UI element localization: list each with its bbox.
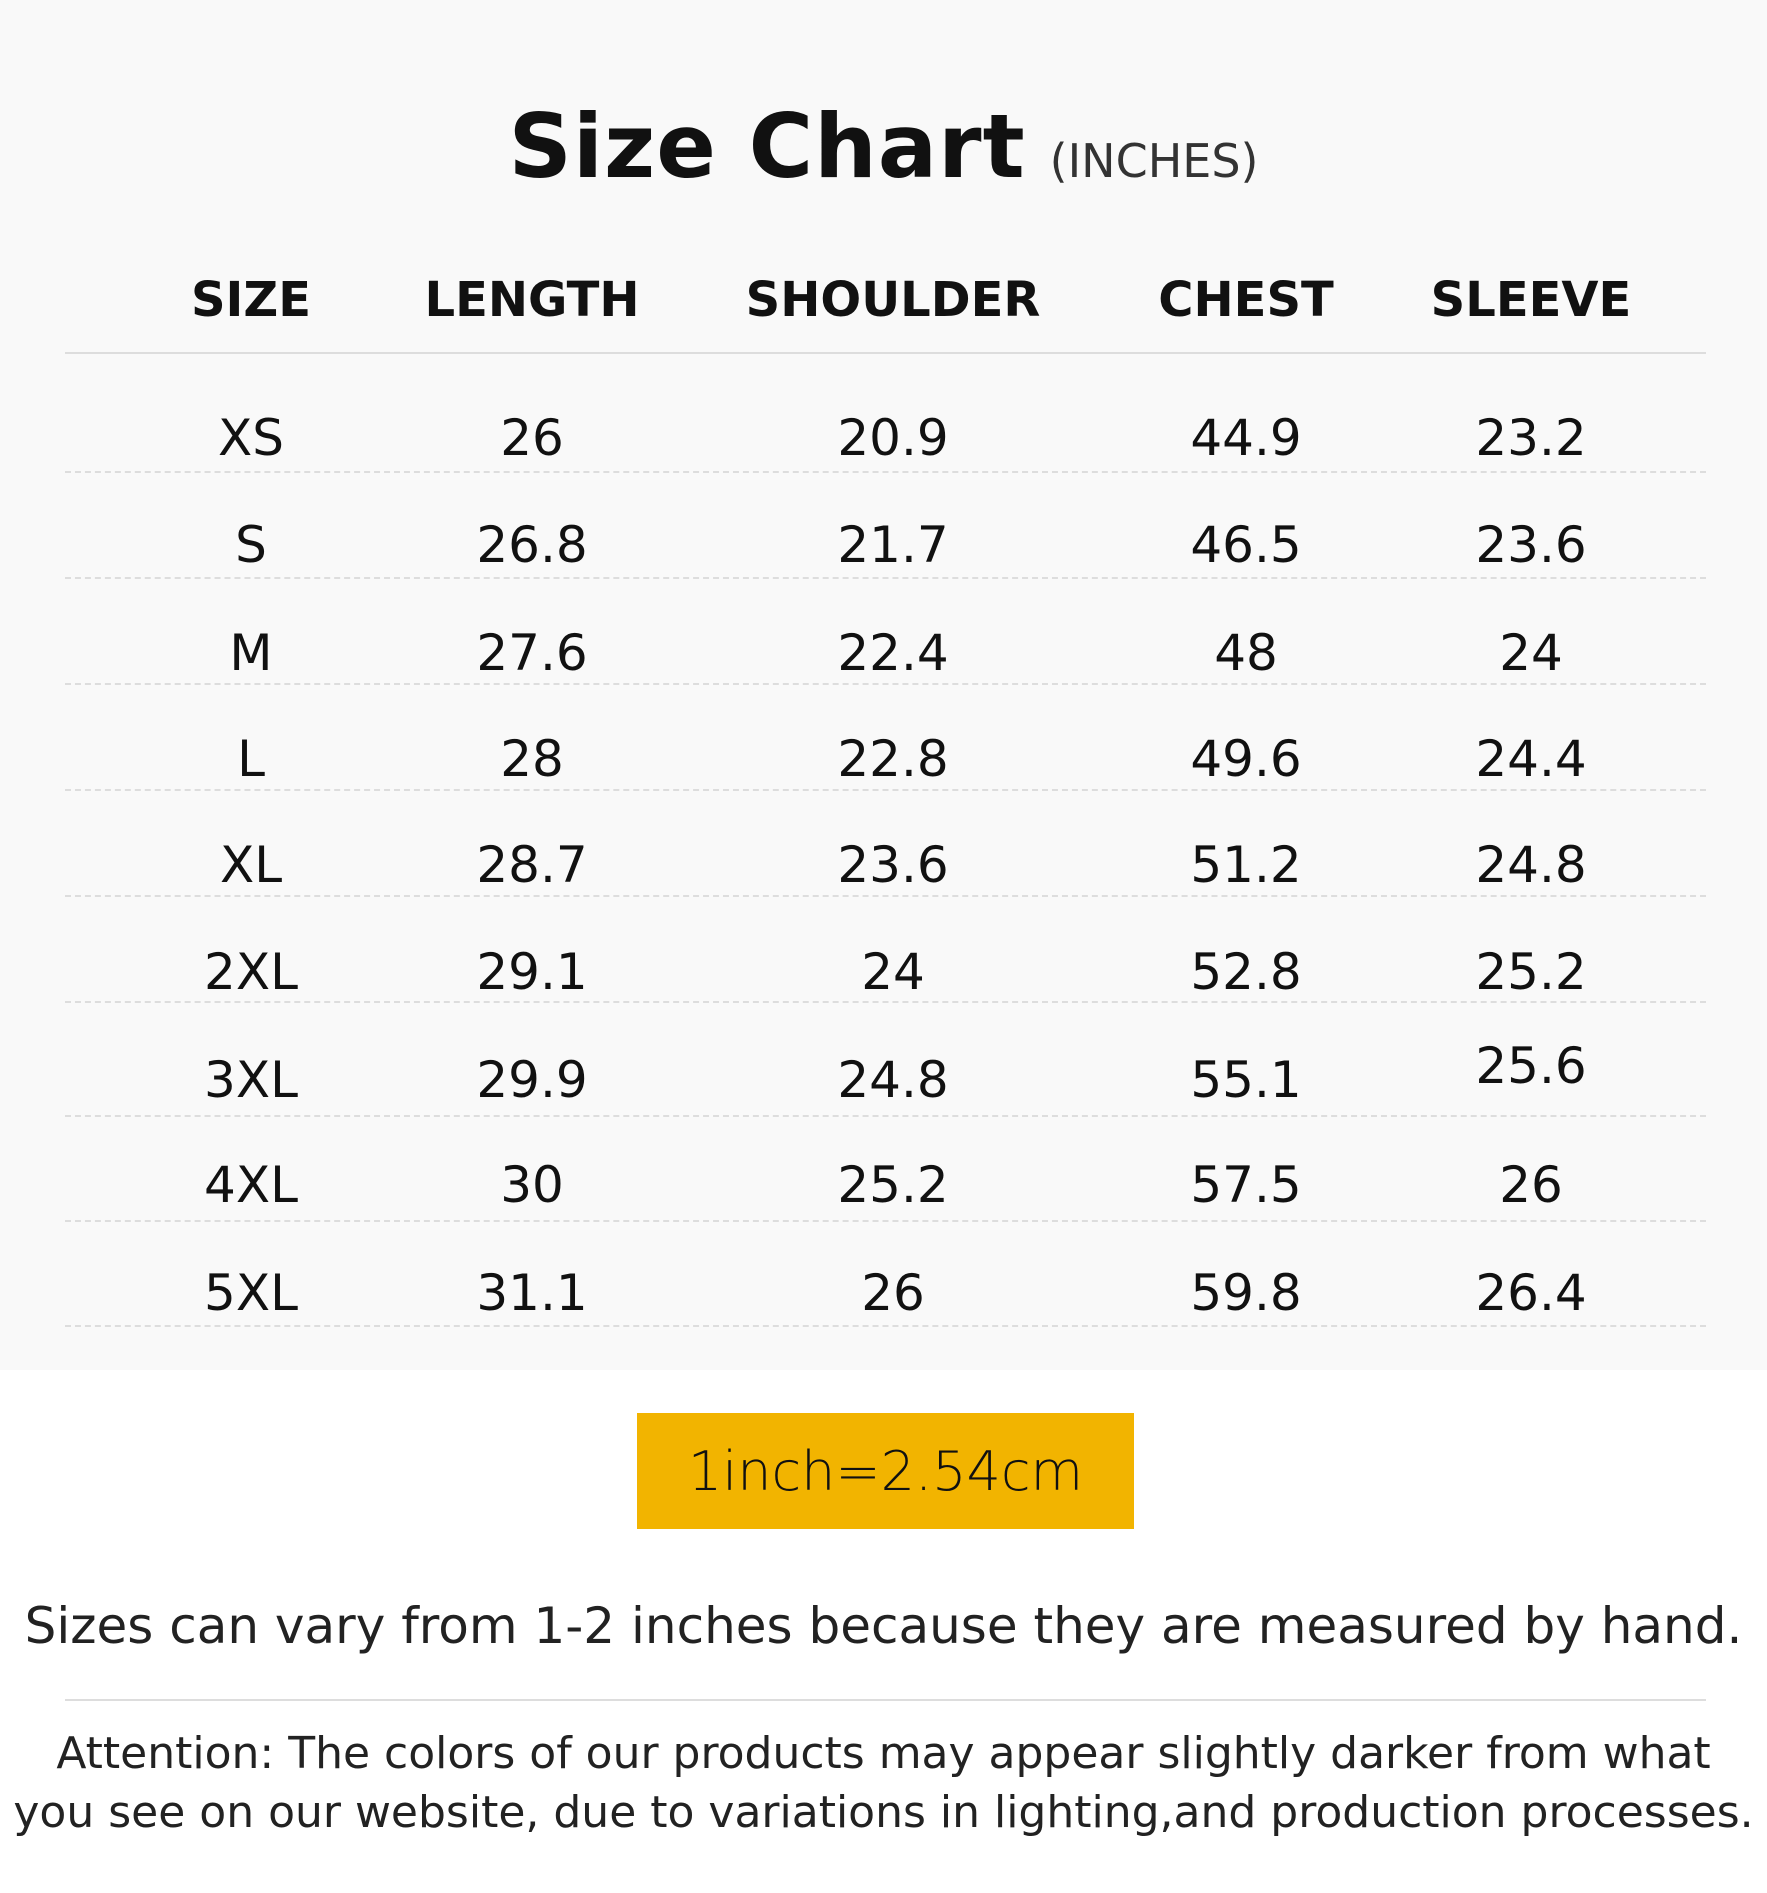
table-cell-length: 26.8 [476,516,588,574]
table-cell-shoulder: 22.4 [837,624,949,682]
table-cell-length: 27.6 [476,624,588,682]
attention-note: Attention: The colors of our products ma… [0,1724,1767,1842]
conversion-badge: 1inch=2.54cm [637,1413,1134,1529]
size-label: M [229,624,273,682]
table-cell-length: 28.7 [476,836,588,894]
row-divider [65,1115,1706,1117]
header-divider [65,352,1706,354]
table-cell-sleeve: 23.2 [1475,409,1587,467]
table-cell-sleeve: 24.8 [1475,836,1587,894]
table-cell-chest: 57.5 [1190,1156,1302,1214]
table-cell-sleeve: 26 [1499,1156,1563,1214]
table-cell-shoulder: 22.8 [837,730,949,788]
row-divider [65,1220,1706,1222]
column-header-shoulder: SHOULDER [745,272,1041,328]
size-label: XL [219,836,283,894]
table-cell-chest: 49.6 [1190,730,1302,788]
table-cell-length: 26 [500,409,564,467]
table-cell-chest: 46.5 [1190,516,1302,574]
row-divider [65,1001,1706,1003]
table-cell-chest: 51.2 [1190,836,1302,894]
page-title: Size Chart (INCHES) [0,95,1767,198]
row-divider [65,789,1706,791]
table-cell-length: 30 [500,1156,564,1214]
size-label: 4XL [204,1156,298,1214]
row-divider [65,683,1706,685]
size-label: S [235,516,267,574]
table-cell-shoulder: 25.2 [837,1156,949,1214]
table-cell-length: 29.9 [476,1051,588,1109]
title-text: Size Chart [508,95,1026,198]
size-label: 5XL [204,1264,298,1322]
table-cell-shoulder: 26 [861,1264,925,1322]
row-divider [65,471,1706,473]
column-header-length: LENGTH [424,272,640,328]
size-label: 2XL [204,943,298,1001]
table-cell-chest: 48 [1214,624,1278,682]
table-cell-sleeve: 25.2 [1475,943,1587,1001]
column-header-chest: CHEST [1158,272,1334,328]
size-label: XS [218,409,284,467]
column-header-sleeve: SLEEVE [1430,272,1632,328]
table-cell-sleeve: 26.4 [1475,1264,1587,1322]
table-cell-sleeve: 24.4 [1475,730,1587,788]
table-cell-sleeve: 24 [1499,624,1563,682]
size-label: 3XL [204,1051,298,1109]
table-cell-shoulder: 21.7 [837,516,949,574]
table-cell-chest: 59.8 [1190,1264,1302,1322]
table-cell-sleeve: 23.6 [1475,516,1587,574]
row-divider [65,1325,1706,1327]
table-cell-shoulder: 20.9 [837,409,949,467]
size-label: L [237,730,265,788]
table-cell-chest: 52.8 [1190,943,1302,1001]
table-cell-chest: 55.1 [1190,1051,1302,1109]
measurement-note: Sizes can vary from 1-2 inches because t… [24,1597,1743,1655]
table-cell-sleeve: 25.6 [1475,1037,1587,1095]
divider [65,1699,1706,1701]
size-chart-panel [0,0,1767,1370]
table-cell-shoulder: 23.6 [837,836,949,894]
attention-line-1: Attention: The colors of our products ma… [56,1728,1711,1779]
column-header-size: SIZE [190,272,312,328]
table-cell-length: 28 [500,730,564,788]
table-cell-length: 31.1 [476,1264,588,1322]
unit-label: (INCHES) [1049,134,1259,188]
table-cell-shoulder: 24.8 [837,1051,949,1109]
row-divider [65,577,1706,579]
table-cell-chest: 44.9 [1190,409,1302,467]
attention-line-2: you see on our website, due to variation… [13,1787,1754,1838]
table-cell-length: 29.1 [476,943,588,1001]
table-cell-shoulder: 24 [861,943,925,1001]
row-divider [65,895,1706,897]
